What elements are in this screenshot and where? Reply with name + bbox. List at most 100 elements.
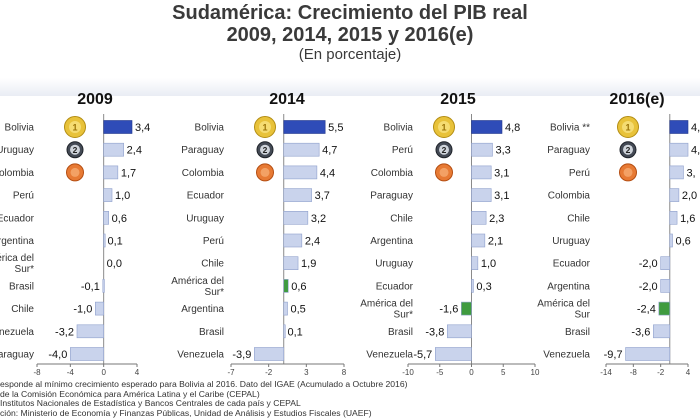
value-label-panel-1-r3: 1,7 xyxy=(121,167,136,179)
category-label-panel-4-r1: Bolivia ** xyxy=(550,123,590,134)
category-label-panel-3-r8: Ecuador xyxy=(376,281,414,292)
category-label-panel-3-r10: Brasil xyxy=(388,327,413,338)
value-label-panel-3-r6: 2,1 xyxy=(488,236,503,248)
category-label-panel-3-r2: Perú xyxy=(392,145,413,156)
value-label-panel-4-r11: -9,7 xyxy=(604,349,623,361)
medal-gold-inner-panel-2-r1 xyxy=(259,121,271,133)
value-label-panel-3-r7: 1,0 xyxy=(481,258,496,270)
category-label-line1-panel-1-r7: América del xyxy=(0,253,34,264)
category-label-panel-2-r10: Brasil xyxy=(199,327,224,338)
bar-panel-1-r11 xyxy=(70,347,104,361)
bar-panel-4-r4 xyxy=(669,188,680,202)
value-label-panel-1-r1: 3,4 xyxy=(135,122,150,134)
value-label-panel-4-r5: 1,6 xyxy=(680,213,695,225)
value-label-panel-1-r7: 0,0 xyxy=(107,258,122,270)
value-label-panel-2-r2: 4,7 xyxy=(322,145,337,157)
x-tick-label-panel-1-2: -4 xyxy=(67,368,75,377)
category-label-panel-2-r1: Bolivia xyxy=(195,123,225,134)
bar-panel-4-r11 xyxy=(625,347,671,361)
category-label-line1-panel-2-r8: América del xyxy=(171,276,224,287)
medal-silver-inner-panel-3-r2 xyxy=(439,144,449,155)
panel-title-panel-4: 2016(e) xyxy=(609,91,664,108)
value-label-panel-2-r10: 0,1 xyxy=(287,326,302,338)
category-label-panel-4-r11: Venezuela xyxy=(543,350,590,361)
category-label-panel-3-r5: Chile xyxy=(390,213,413,224)
medal-gold-inner-panel-3-r1 xyxy=(438,121,450,133)
panel-title-panel-2: 2014 xyxy=(269,91,305,108)
category-label-panel-2-r4: Ecuador xyxy=(187,191,225,202)
x-tick-label-panel-2-3: 3 xyxy=(304,368,309,377)
medal-bronze-inner-panel-4-r3 xyxy=(623,167,633,177)
bar-panel-4-r7 xyxy=(660,256,671,271)
value-label-panel-2-r8: 0,6 xyxy=(291,281,306,293)
footnote-2: de la Comisión Económica para América La… xyxy=(0,388,260,399)
bar-panel-3-r7 xyxy=(471,256,479,271)
value-label-panel-3-r11: -5,7 xyxy=(413,349,432,361)
medal-silver-inner-panel-2-r2 xyxy=(260,144,270,155)
chart-panel-1: 2009 Bolivia 1 3,4 Uruguay 2 2,4 Colombia 1,7 Per… xyxy=(0,91,150,377)
bar-panel-3-r10 xyxy=(447,324,472,339)
bar-panel-1-r1 xyxy=(103,120,133,134)
bar-panel-4-r9 xyxy=(658,301,671,316)
footnote-1: esponde al mínimo crecimiento esperado p… xyxy=(0,379,408,389)
value-label-panel-2-r9: 0,5 xyxy=(291,304,306,316)
chart-panel-4: 2016(e) Bolivia ** 1 4, Paraguay 2 4, Perú 3, Col… xyxy=(537,91,700,377)
x-tick-label-panel-1-4: 4 xyxy=(135,368,140,377)
category-label-panel-1-r10: Venezuela xyxy=(0,327,34,338)
x-tick-label-panel-4-4: 4 xyxy=(686,368,691,377)
footnote-3: Institutos Nacionales de Estadística y B… xyxy=(0,398,301,409)
x-tick-label-panel-4-1: -14 xyxy=(600,368,612,377)
category-label-line2-panel-2-r8: Sur* xyxy=(205,287,225,298)
value-label-panel-1-r5: 0,6 xyxy=(112,213,127,225)
bar-panel-2-r9 xyxy=(283,301,288,316)
category-label-panel-3-r11: Venezuela xyxy=(366,350,413,361)
value-label-panel-1-r4: 1,0 xyxy=(115,190,130,202)
value-label-panel-2-r1: 5,5 xyxy=(328,122,343,134)
bar-panel-2-r7 xyxy=(283,256,299,271)
category-label-panel-1-r2: Uruguay xyxy=(0,145,34,156)
charts-area: 2009Bolivia13,4Uruguay22,4Colombia1,7Per… xyxy=(0,91,700,377)
value-label-panel-4-r2: 4, xyxy=(691,145,700,157)
category-label-panel-4-r5: Chile xyxy=(567,213,590,224)
value-label-panel-3-r3: 3,1 xyxy=(494,167,509,179)
value-label-panel-1-r10: -3,2 xyxy=(55,326,74,338)
category-label-panel-1-r8: Brasil xyxy=(9,281,34,292)
category-label-panel-3-r7: Uruguay xyxy=(375,259,413,270)
category-label-panel-2-r3: Colombia xyxy=(182,168,225,179)
value-label-panel-3-r5: 2,3 xyxy=(489,213,504,225)
panel-title-panel-1: 2009 xyxy=(77,91,113,108)
category-label-panel-4-r2: Paraguay xyxy=(547,145,590,156)
bar-panel-4-r3 xyxy=(669,165,684,180)
category-label-line1-panel-4-r9: América del xyxy=(537,299,590,310)
medal-gold-number-panel-4-r1: 1 xyxy=(625,123,630,133)
medal-bronze-inner-panel-1-r3 xyxy=(70,167,80,177)
medal-silver-number-panel-2-r2: 2 xyxy=(263,145,268,155)
bar-panel-4-r8 xyxy=(660,279,671,293)
bar-panel-4-r5 xyxy=(669,211,678,225)
bar-panel-4-r10 xyxy=(653,324,671,339)
x-tick-label-panel-3-5: 10 xyxy=(531,368,540,377)
category-label-panel-2-r6: Perú xyxy=(203,236,224,247)
category-label-panel-1-r1: Bolivia xyxy=(5,123,35,134)
chart-panel-3: 2015 Bolivia 1 4,8 Perú 2 3,3 Colombia 3,1 Paragu… xyxy=(360,91,540,377)
value-label-panel-3-r8: 0,3 xyxy=(476,281,491,293)
category-label-panel-4-r7: Ecuador xyxy=(553,259,591,270)
category-label-panel-2-r8: América del Sur* xyxy=(171,276,224,298)
medal-gold-number-panel-1-r1: 1 xyxy=(72,123,77,133)
x-tick-label-panel-3-2: -5 xyxy=(436,368,444,377)
bar-panel-4-r6 xyxy=(669,233,673,248)
category-label-panel-4-r6: Uruguay xyxy=(552,236,590,247)
value-label-panel-3-r1: 4,8 xyxy=(505,122,520,134)
bar-panel-4-r2 xyxy=(669,142,689,157)
value-label-panel-3-r4: 3,1 xyxy=(494,190,509,202)
category-label-panel-2-r7: Chile xyxy=(201,259,224,270)
medal-bronze-inner-panel-3-r3 xyxy=(439,167,449,177)
category-label-line2-panel-3-r9: Sur* xyxy=(394,310,414,321)
x-tick-label-panel-2-2: -2 xyxy=(265,368,273,377)
category-label-panel-4-r8: Argentina xyxy=(547,281,590,292)
x-tick-label-panel-3-1: -10 xyxy=(402,368,414,377)
x-tick-label-panel-3-3: 0 xyxy=(469,368,474,377)
category-label-panel-3-r6: Argentina xyxy=(370,236,413,247)
category-label-panel-1-r6: Argentina xyxy=(0,236,34,247)
bar-panel-1-r8 xyxy=(102,279,105,293)
